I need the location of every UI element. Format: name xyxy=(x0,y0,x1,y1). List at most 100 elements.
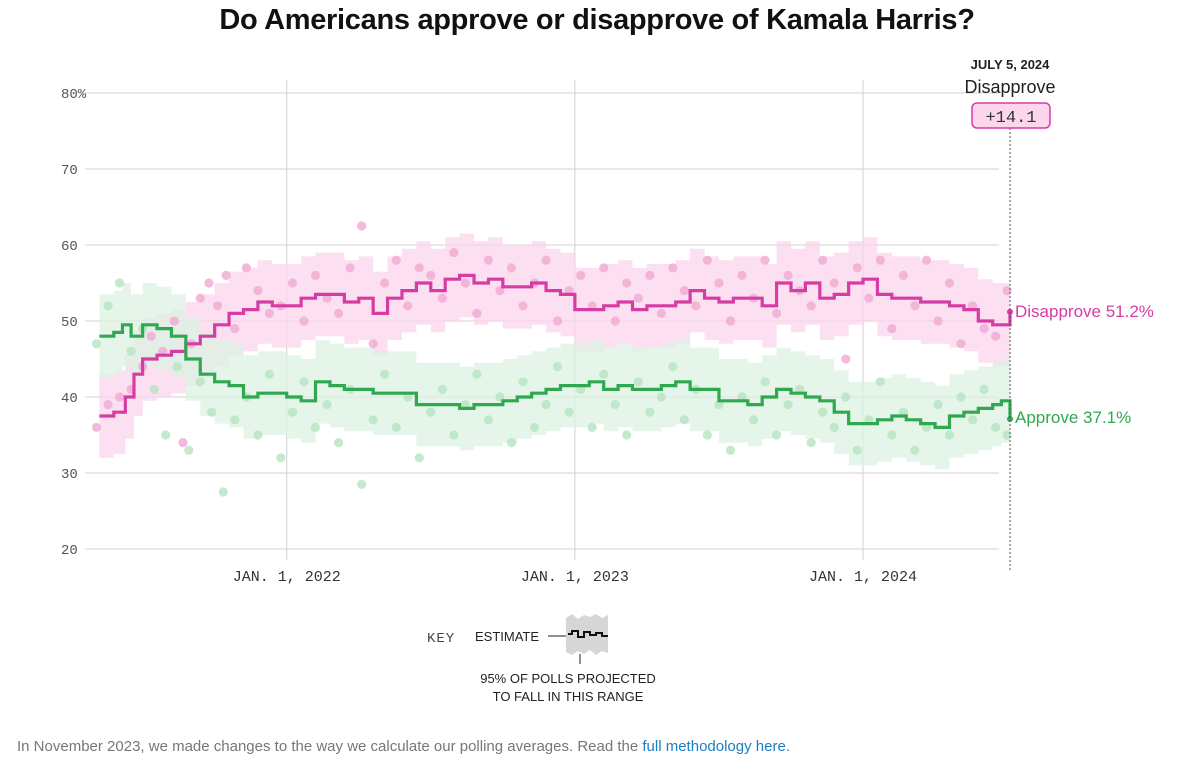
disapprove-poll-dot xyxy=(990,331,1001,341)
disapprove-poll-dot xyxy=(910,301,920,311)
disapprove-poll-dot xyxy=(253,286,263,296)
series-end-labels: Disapprove 51.2% Approve 37.1% xyxy=(1015,302,1154,427)
approval-chart: 80% 70 60 50 40 30 20 JAN. 1, 2022 JAN. 1, 2023… xyxy=(61,57,1154,704)
approve-poll-dot xyxy=(333,438,344,448)
approve-trend-line xyxy=(99,323,1012,429)
approve-poll-dot xyxy=(218,487,228,497)
approve-poll-dot xyxy=(656,392,666,402)
poll-dots xyxy=(91,221,1012,497)
disapprove-poll-dot xyxy=(414,263,424,273)
disapprove-poll-dot xyxy=(518,301,528,311)
approve-poll-dot xyxy=(956,392,966,402)
disapprove-poll-dot xyxy=(114,392,125,402)
disapprove-poll-dot xyxy=(841,354,851,364)
approve-poll-dot xyxy=(264,369,275,379)
approve-poll-dot xyxy=(449,430,459,440)
approve-poll-dot xyxy=(253,430,263,440)
approve-poll-dot xyxy=(990,422,1001,432)
trend-lines xyxy=(99,273,1013,429)
disapprove-poll-dot xyxy=(204,278,214,288)
approve-poll-dot xyxy=(437,384,447,394)
disapprove-poll-dot xyxy=(887,324,897,334)
y-tick-labels: 80% 70 60 50 40 30 20 xyxy=(61,87,87,559)
approve-poll-dot xyxy=(679,415,689,425)
approve-poll-dot xyxy=(967,415,978,425)
uncertainty-bands xyxy=(99,233,1011,470)
disapprove-poll-dot xyxy=(345,263,355,273)
disapprove-poll-dot xyxy=(645,270,655,280)
approve-poll-dot xyxy=(184,445,194,455)
disapprove-poll-dot xyxy=(656,308,666,318)
disapprove-poll-dot xyxy=(310,270,321,280)
footnote-text: In November 2023, we made changes to the… xyxy=(17,738,643,755)
disapprove-poll-dot xyxy=(829,278,839,288)
approve-poll-dot xyxy=(645,407,655,417)
key-estimate-label: ESTIMATE xyxy=(475,629,539,644)
disapprove-poll-dot xyxy=(921,255,932,265)
y-tick-label-30: 30 xyxy=(61,467,78,483)
disapprove-poll-dot xyxy=(146,331,156,341)
annotation-margin-box xyxy=(971,102,1051,129)
disapprove-poll-dot xyxy=(679,286,689,296)
key-range-label-line2: TO FALL IN THIS RANGE xyxy=(493,689,644,704)
approve-poll-dot xyxy=(230,415,240,425)
disapprove-poll-dot xyxy=(333,308,344,318)
approve-poll-dot xyxy=(207,407,217,417)
approve-band xyxy=(99,283,1011,470)
disapprove-poll-dot xyxy=(552,316,563,326)
approve-poll-dot xyxy=(114,278,125,288)
approve-poll-dot xyxy=(380,369,390,379)
disapprove-poll-dot xyxy=(472,308,482,318)
disapprove-end-point xyxy=(1007,308,1013,315)
approve-poll-dot xyxy=(299,377,309,387)
disapprove-poll-dot xyxy=(1002,286,1012,296)
disapprove-poll-dot xyxy=(230,324,240,334)
approve-poll-dot xyxy=(933,400,943,410)
disapprove-poll-dot xyxy=(91,422,102,432)
disapprove-poll-dot xyxy=(103,400,113,410)
approve-poll-dot xyxy=(276,453,286,463)
approve-poll-dot xyxy=(725,445,736,455)
approve-poll-dot xyxy=(622,430,632,440)
approve-poll-dot xyxy=(748,415,759,425)
annotation-margin-value: +14.1 xyxy=(985,109,1036,128)
approve-poll-dot xyxy=(910,445,920,455)
approve-poll-dot xyxy=(126,346,136,356)
disapprove-poll-dot xyxy=(169,316,179,326)
approve-poll-dot xyxy=(414,453,424,463)
approve-poll-dot xyxy=(841,392,851,402)
x-tick-labels: JAN. 1, 2022 JAN. 1, 2023 JAN. 1, 2024 xyxy=(233,569,917,586)
disapprove-poll-dot xyxy=(633,293,643,303)
y-tick-label-50: 50 xyxy=(61,315,78,331)
approve-poll-dot xyxy=(472,369,482,379)
approve-poll-dot xyxy=(599,369,609,379)
x-tick-label-1: JAN. 1, 2023 xyxy=(521,569,629,586)
disapprove-poll-dot xyxy=(460,278,470,288)
disapprove-poll-dot xyxy=(806,301,816,311)
y-tick-label-70: 70 xyxy=(61,163,78,179)
disapprove-poll-dot xyxy=(287,278,298,288)
disapprove-poll-dot xyxy=(714,278,724,288)
disapprove-poll-dot xyxy=(933,316,943,326)
approve-poll-dot xyxy=(541,400,551,410)
disapprove-poll-dot xyxy=(783,270,793,280)
disapprove-poll-dot xyxy=(956,339,966,349)
disapprove-poll-dot xyxy=(357,221,367,231)
disapprove-poll-dot xyxy=(241,263,251,273)
approve-poll-dot xyxy=(287,407,298,417)
disapprove-poll-dot xyxy=(702,255,713,265)
disapprove-poll-dot xyxy=(622,278,632,288)
footnote-end: . xyxy=(785,738,790,755)
methodology-link[interactable]: full methodology here xyxy=(642,738,786,755)
approve-poll-dot xyxy=(426,407,436,417)
approve-poll-dot xyxy=(483,415,494,425)
disapprove-poll-dot xyxy=(437,293,447,303)
y-tick-label-60: 60 xyxy=(61,239,78,255)
disapprove-poll-dot xyxy=(691,301,701,311)
disapprove-poll-dot xyxy=(737,270,747,280)
x-tick-label-0: JAN. 1, 2022 xyxy=(233,569,341,586)
disapprove-poll-dot xyxy=(725,316,736,326)
approve-poll-dot xyxy=(1002,430,1012,440)
approve-poll-dot xyxy=(702,430,713,440)
disapprove-poll-dot xyxy=(368,339,378,349)
